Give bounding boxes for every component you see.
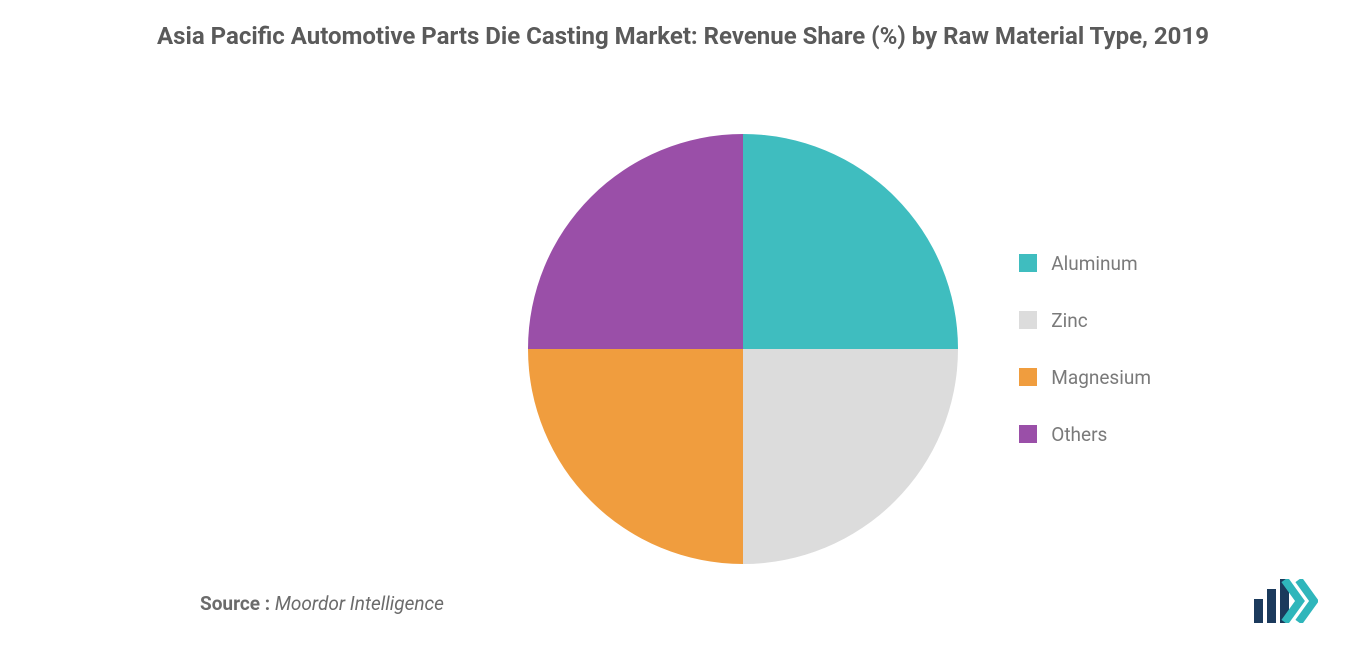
legend-swatch: [1019, 368, 1037, 386]
pie-svg: [528, 134, 958, 564]
chart-title: Asia Pacific Automotive Parts Die Castin…: [157, 20, 1209, 52]
legend-item-magnesium: Magnesium: [1019, 366, 1151, 389]
source-value: Moordor Intelligence: [275, 592, 444, 615]
legend-item-zinc: Zinc: [1019, 309, 1151, 332]
source-label: Source :: [200, 592, 270, 615]
pie-slice: [528, 349, 743, 564]
legend-swatch: [1019, 425, 1037, 443]
brand-logo-icon: [1254, 579, 1318, 623]
legend-item-others: Others: [1019, 423, 1151, 446]
legend-label: Aluminum: [1051, 252, 1137, 275]
pie-slice: [528, 134, 743, 349]
pie-slice: [743, 134, 958, 349]
legend-swatch: [1019, 254, 1037, 272]
logo-bar: [1267, 589, 1276, 623]
legend-label: Others: [1051, 423, 1107, 446]
legend: Aluminum Zinc Magnesium Others: [1019, 252, 1151, 446]
legend-label: Zinc: [1051, 309, 1087, 332]
legend-item-aluminum: Aluminum: [1019, 252, 1151, 275]
chart-row: Aluminum Zinc Magnesium Others: [40, 62, 1326, 635]
pie-slice: [743, 349, 958, 564]
logo-bar: [1254, 599, 1263, 623]
legend-label: Magnesium: [1051, 366, 1151, 389]
legend-swatch: [1019, 311, 1037, 329]
pie-chart: [528, 134, 958, 564]
source-line: Source : Moordor Intelligence: [200, 592, 444, 615]
chart-container: Asia Pacific Automotive Parts Die Castin…: [0, 0, 1366, 655]
